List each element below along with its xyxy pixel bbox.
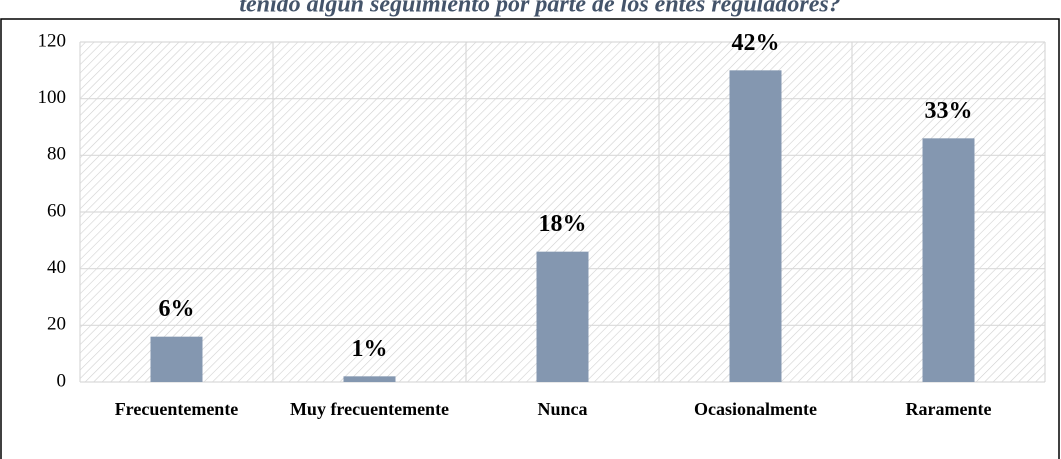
frame [0, 18, 1060, 459]
y-tick-label: 100 [38, 87, 67, 108]
bar [536, 251, 589, 382]
data-label: 6% [159, 296, 195, 322]
x-tick-label: Frecuentemente [115, 399, 239, 419]
bar [343, 376, 396, 382]
y-tick-label: 20 [47, 314, 66, 335]
y-tick-label: 40 [47, 257, 66, 278]
x-tick-label: Muy frecuentemente [290, 399, 449, 419]
data-label: 1% [352, 336, 388, 362]
y-tick-label: 0 [57, 370, 67, 391]
chart-title: tenido algún seguimiento por parte de lo… [239, 0, 840, 18]
data-label: 33% [925, 98, 973, 124]
bar [150, 336, 203, 382]
y-tick-label: 80 [47, 144, 66, 165]
x-tick-label: Ocasionalmente [694, 399, 817, 419]
bar [922, 138, 975, 382]
y-tick-label: 60 [47, 200, 66, 221]
data-label: 18% [539, 211, 587, 237]
x-tick-label: Nunca [537, 399, 587, 419]
bar [729, 70, 782, 382]
x-tick-label: Raramente [906, 399, 992, 419]
y-tick-label: 120 [38, 30, 67, 51]
data-label: 42% [732, 30, 780, 56]
